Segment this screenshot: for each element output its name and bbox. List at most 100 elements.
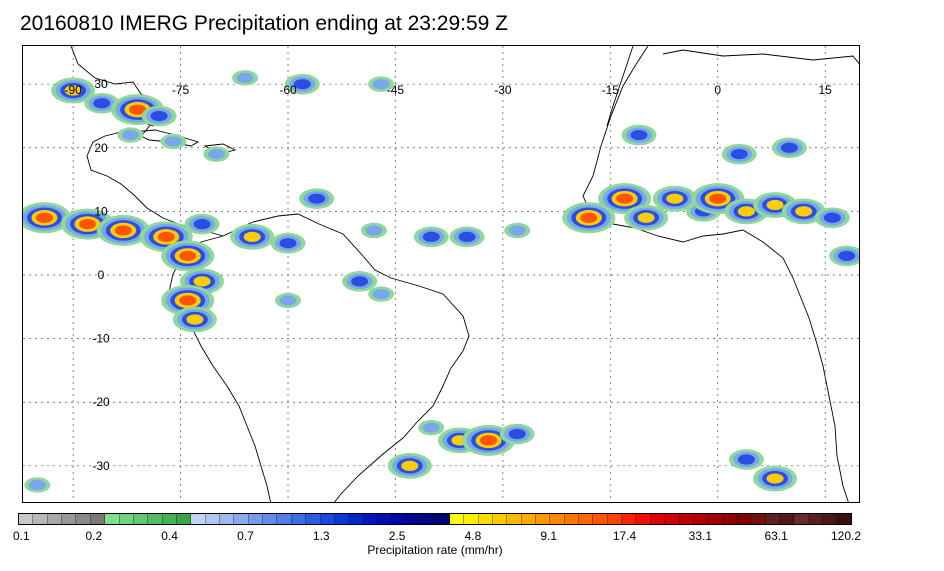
longitude-label: -45	[387, 83, 405, 97]
colorbar-swatch	[579, 514, 594, 524]
colorbar-swatch	[636, 514, 651, 524]
precip-cell	[562, 202, 616, 234]
colorbar-swatch	[47, 514, 63, 524]
precip-ring	[666, 193, 684, 204]
precip-ring	[351, 276, 369, 287]
precip-ring	[207, 149, 225, 160]
precip-ring	[28, 479, 46, 491]
latitude-label: -30	[92, 459, 110, 473]
precip-cell	[652, 185, 697, 212]
precip-ring	[372, 288, 390, 300]
colorbar-tick-label: 9.1	[540, 529, 558, 543]
precip-ring	[308, 193, 326, 204]
colorbar-swatch	[679, 514, 694, 524]
colorbar-tick-label: 2.5	[388, 529, 406, 543]
colorbar-swatch	[320, 514, 335, 524]
colorbar	[18, 513, 852, 525]
precip-cell	[753, 465, 798, 492]
precip-ring	[780, 142, 798, 153]
latitude-label: 30	[94, 77, 108, 91]
precip-ring	[838, 250, 856, 262]
precip-cell	[781, 198, 826, 225]
colorbar-swatch	[176, 514, 192, 524]
precip-ring	[93, 98, 111, 109]
longitude-labels: -90 -75 -60 -45 -30 -15 0 15	[64, 83, 832, 97]
precip-ring	[114, 225, 132, 236]
precip-ring	[422, 231, 440, 242]
precip-ring	[279, 295, 297, 306]
latitude-label: -10	[92, 332, 110, 346]
colorbar-tick-label: 17.4	[612, 529, 637, 543]
colorbar-swatch	[607, 514, 623, 524]
colorbar-swatch	[205, 514, 221, 524]
coastline-south-america	[222, 213, 470, 502]
precip-cell	[368, 76, 395, 92]
longitude-label: 0	[714, 83, 721, 97]
longitude-label: -60	[279, 83, 297, 97]
colorbar-swatch	[421, 514, 436, 524]
precip-ring	[193, 276, 211, 287]
precip-cell	[184, 213, 220, 235]
precip-cell	[24, 477, 51, 493]
precip-cell	[230, 223, 275, 250]
precip-ring	[150, 110, 168, 122]
precip-cell	[203, 146, 230, 162]
colorbar-swatch	[277, 514, 292, 524]
precip-cell	[387, 452, 432, 479]
colorbar-swatch	[794, 514, 809, 524]
colorbar-swatch	[105, 514, 120, 524]
precip-ring	[422, 422, 440, 433]
precip-cell	[621, 124, 657, 146]
precip-ring	[129, 104, 147, 115]
colorbar-swatch	[521, 514, 536, 524]
colorbar-swatch	[708, 514, 723, 524]
colorbar-swatch	[837, 514, 851, 524]
colorbar-tick-label: 0.7	[237, 529, 254, 543]
precip-ring	[243, 231, 261, 242]
colorbar-swatch	[33, 514, 48, 524]
precip-cell	[299, 188, 335, 209]
colorbar-swatch	[119, 514, 134, 524]
colorbar-tick-label: 33.1	[688, 529, 713, 543]
precip-ring	[121, 129, 139, 141]
precip-cell	[814, 207, 850, 229]
colorbar-swatch	[234, 514, 249, 524]
colorbar-swatch	[349, 514, 364, 524]
precip-ring	[186, 314, 204, 325]
precip-cell	[418, 419, 445, 436]
precip-cell	[360, 222, 387, 239]
precip-cell	[275, 292, 302, 309]
colorbar-tick-label: 0.1	[12, 529, 30, 543]
colorbar-swatch	[392, 514, 407, 524]
precipitation-cells	[23, 70, 859, 493]
colorbar-tick-label: 4.8	[464, 529, 482, 543]
precip-cell	[84, 92, 120, 114]
precip-cell	[771, 137, 807, 159]
colorbar-swatch	[291, 514, 307, 524]
precip-cell	[624, 204, 669, 231]
colorbar-swatch	[478, 514, 493, 524]
colorbar-swatch	[808, 514, 824, 524]
colorbar-tick-label: 120.2	[830, 529, 862, 543]
coastline-europe	[662, 49, 859, 65]
colorbar-swatch	[248, 514, 264, 524]
precip-ring	[737, 206, 755, 217]
grid-lines	[23, 46, 859, 502]
latitude-label: -20	[92, 395, 110, 409]
colorbar-swatch	[593, 514, 608, 524]
precip-ring	[630, 129, 648, 141]
colorbar-swatch	[751, 514, 766, 524]
precip-cell	[172, 306, 217, 333]
colorbar-tick-label: 0.2	[85, 529, 103, 543]
colorbar-swatch	[535, 514, 551, 524]
colorbar-swatch	[162, 514, 177, 524]
precip-ring	[709, 193, 727, 204]
precip-cell	[51, 77, 96, 104]
colorbar-swatch	[492, 514, 508, 524]
colorbar-swatch	[507, 514, 522, 524]
precip-ring	[35, 212, 53, 223]
precip-ring	[401, 460, 419, 471]
precip-ring	[480, 435, 498, 446]
precip-ring	[179, 295, 197, 306]
precip-ring	[458, 231, 476, 242]
